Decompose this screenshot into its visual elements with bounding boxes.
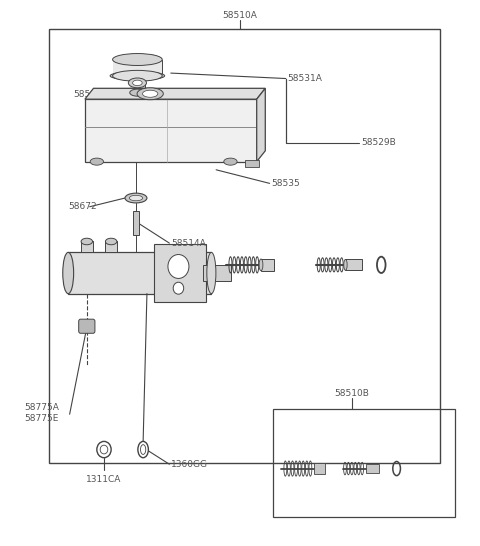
Ellipse shape — [259, 259, 263, 271]
Ellipse shape — [113, 70, 162, 81]
Text: 58536: 58536 — [73, 90, 102, 99]
Circle shape — [173, 282, 184, 294]
Ellipse shape — [110, 72, 165, 80]
Bar — [203, 265, 231, 281]
Text: 58510B: 58510B — [335, 389, 370, 398]
Circle shape — [168, 254, 189, 278]
Ellipse shape — [130, 89, 145, 96]
FancyBboxPatch shape — [85, 99, 257, 162]
Ellipse shape — [132, 80, 142, 86]
Bar — [49, 28, 441, 463]
FancyBboxPatch shape — [79, 319, 95, 333]
Bar — [346, 259, 362, 270]
Text: 58775A: 58775A — [24, 403, 60, 412]
Ellipse shape — [137, 88, 163, 100]
Bar — [274, 409, 455, 518]
Text: 58529B: 58529B — [362, 138, 396, 147]
Bar — [106, 241, 117, 252]
Bar — [314, 463, 325, 474]
Ellipse shape — [90, 158, 104, 165]
Ellipse shape — [128, 78, 146, 88]
Ellipse shape — [106, 238, 117, 245]
Text: 58514A: 58514A — [171, 239, 205, 248]
Ellipse shape — [129, 195, 143, 201]
Ellipse shape — [141, 444, 146, 454]
Ellipse shape — [224, 158, 237, 165]
Bar — [130, 83, 145, 93]
Text: 1360GG: 1360GG — [171, 460, 208, 468]
Bar — [366, 464, 379, 473]
Text: 58535: 58535 — [271, 179, 300, 188]
Polygon shape — [85, 88, 265, 99]
Ellipse shape — [113, 54, 162, 66]
Text: 58531A: 58531A — [288, 74, 323, 83]
Ellipse shape — [125, 193, 147, 203]
Ellipse shape — [344, 259, 347, 270]
Ellipse shape — [207, 252, 216, 294]
Text: 58775E: 58775E — [25, 414, 59, 423]
Ellipse shape — [100, 445, 108, 454]
Ellipse shape — [63, 252, 73, 294]
Bar — [81, 241, 93, 252]
Bar — [261, 259, 275, 271]
Bar — [113, 60, 162, 76]
Bar — [133, 211, 139, 235]
Bar — [154, 244, 205, 302]
Text: 58510A: 58510A — [223, 11, 257, 20]
Text: 1311CA: 1311CA — [86, 475, 121, 484]
Ellipse shape — [143, 90, 158, 97]
Ellipse shape — [81, 238, 93, 245]
Text: 58672: 58672 — [68, 202, 97, 211]
Polygon shape — [257, 88, 265, 162]
Bar — [245, 160, 259, 167]
Bar — [68, 252, 211, 294]
